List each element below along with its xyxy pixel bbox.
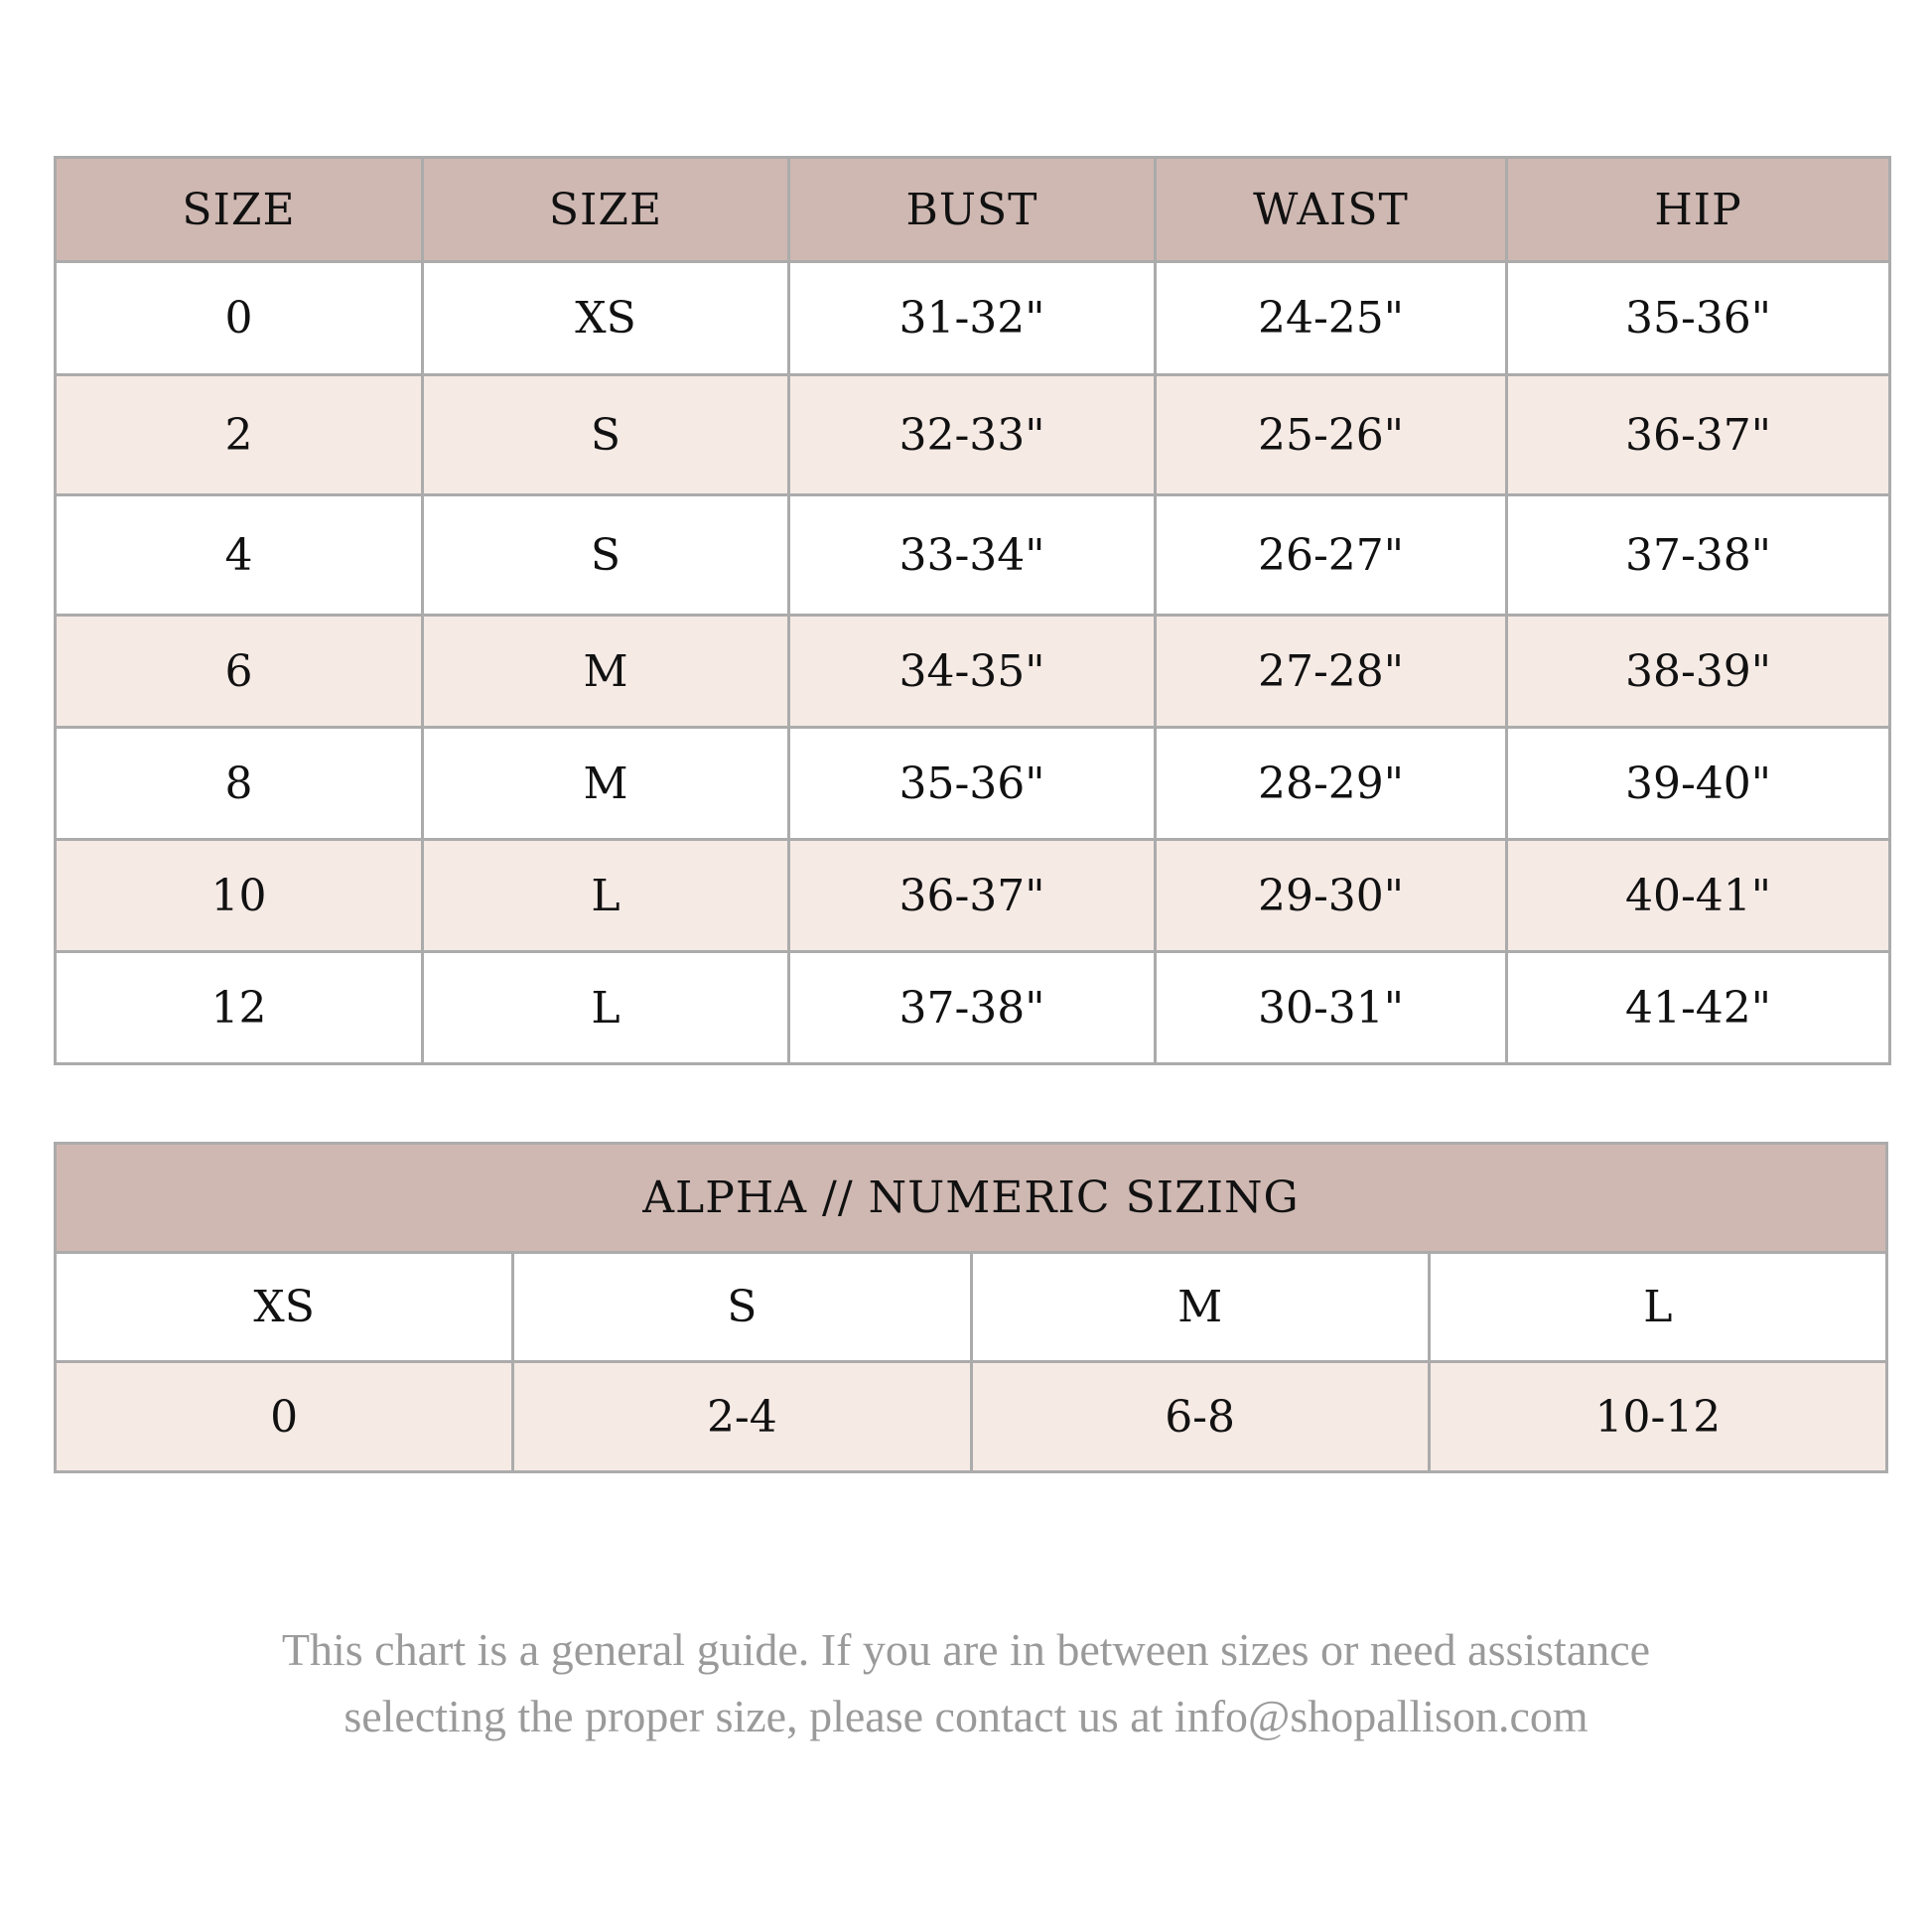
cell-waist: 25-26": [1154, 373, 1508, 496]
table-row: 8 M 35-36" 28-29" 39-40": [54, 726, 1891, 841]
cell-size-alpha: M: [421, 726, 790, 841]
header-size-alpha: SIZE: [421, 156, 790, 263]
cell-size-numeric: 12: [54, 950, 424, 1065]
cell-hip: 40-41": [1505, 838, 1891, 953]
numeric-cell: 10-12: [1427, 1360, 1889, 1473]
cell-bust: 33-34": [787, 493, 1157, 617]
cell-hip: 35-36": [1505, 260, 1891, 376]
alpha-cell: S: [511, 1251, 973, 1363]
table-row: 10 L 36-37" 29-30" 40-41": [54, 838, 1891, 953]
cell-size-numeric: 10: [54, 838, 424, 953]
alpha-numeric-title: ALPHA // NUMERIC SIZING: [54, 1142, 1888, 1254]
header-bust: BUST: [787, 156, 1157, 263]
cell-waist: 27-28": [1154, 614, 1508, 729]
cell-bust: 31-32": [787, 260, 1157, 376]
size-guide-note: This chart is a general guide. If you ar…: [0, 1616, 1932, 1749]
cell-size-alpha: L: [421, 838, 790, 953]
cell-hip: 38-39": [1505, 614, 1891, 729]
cell-size-alpha: XS: [421, 260, 790, 376]
cell-bust: 32-33": [787, 373, 1157, 496]
table-row: 2 S 32-33" 25-26" 36-37": [54, 373, 1891, 496]
alpha-numeric-table: ALPHA // NUMERIC SIZING XS S M L 0 2-4 6…: [53, 1142, 1889, 1473]
cell-hip: 37-38": [1505, 493, 1891, 617]
table-row: 6 M 34-35" 27-28" 38-39": [54, 614, 1891, 729]
header-row: SIZE SIZE BUST WAIST HIP: [54, 156, 1891, 263]
cell-size-numeric: 4: [54, 493, 424, 617]
header-hip: HIP: [1505, 156, 1891, 263]
cell-hip: 41-42": [1505, 950, 1891, 1065]
cell-waist: 24-25": [1154, 260, 1508, 376]
size-chart-table: SIZE SIZE BUST WAIST HIP 0 XS 31-32" 24-25"…: [54, 156, 1891, 1065]
cell-size-numeric: 6: [54, 614, 424, 729]
cell-bust: 36-37": [787, 838, 1157, 953]
table-row: 0 XS 31-32" 24-25" 35-36": [54, 260, 1891, 376]
header-waist: WAIST: [1154, 156, 1508, 263]
numeric-cell: 6-8: [969, 1360, 1431, 1473]
cell-size-numeric: 8: [54, 726, 424, 841]
table-row: 4 S 33-34" 26-27" 37-38": [54, 493, 1891, 617]
cell-size-alpha: M: [421, 614, 790, 729]
table-row: 12 L 37-38" 30-31" 41-42": [54, 950, 1891, 1065]
cell-waist: 26-27": [1154, 493, 1508, 617]
cell-hip: 39-40": [1505, 726, 1891, 841]
header-size-numeric: SIZE: [54, 156, 424, 263]
alpha-cell: M: [969, 1251, 1431, 1363]
cell-waist: 29-30": [1154, 838, 1508, 953]
note-line-1: This chart is a general guide. If you ar…: [281, 1624, 1651, 1675]
cell-size-alpha: S: [421, 493, 790, 617]
alpha-cell: XS: [53, 1251, 515, 1363]
note-line-2: selecting the proper size, please contac…: [344, 1691, 1588, 1741]
numeric-cell: 0: [53, 1360, 515, 1473]
cell-size-alpha: S: [421, 373, 790, 496]
numeric-cell: 2-4: [511, 1360, 973, 1473]
cell-size-numeric: 2: [54, 373, 424, 496]
alpha-row: XS S M L: [53, 1251, 1889, 1363]
alpha-cell: L: [1427, 1251, 1889, 1363]
cell-bust: 34-35": [787, 614, 1157, 729]
numeric-row: 0 2-4 6-8 10-12: [53, 1360, 1889, 1473]
cell-bust: 37-38": [787, 950, 1157, 1065]
cell-waist: 30-31": [1154, 950, 1508, 1065]
cell-size-alpha: L: [421, 950, 790, 1065]
cell-size-numeric: 0: [54, 260, 424, 376]
cell-waist: 28-29": [1154, 726, 1508, 841]
cell-hip: 36-37": [1505, 373, 1891, 496]
cell-bust: 35-36": [787, 726, 1157, 841]
